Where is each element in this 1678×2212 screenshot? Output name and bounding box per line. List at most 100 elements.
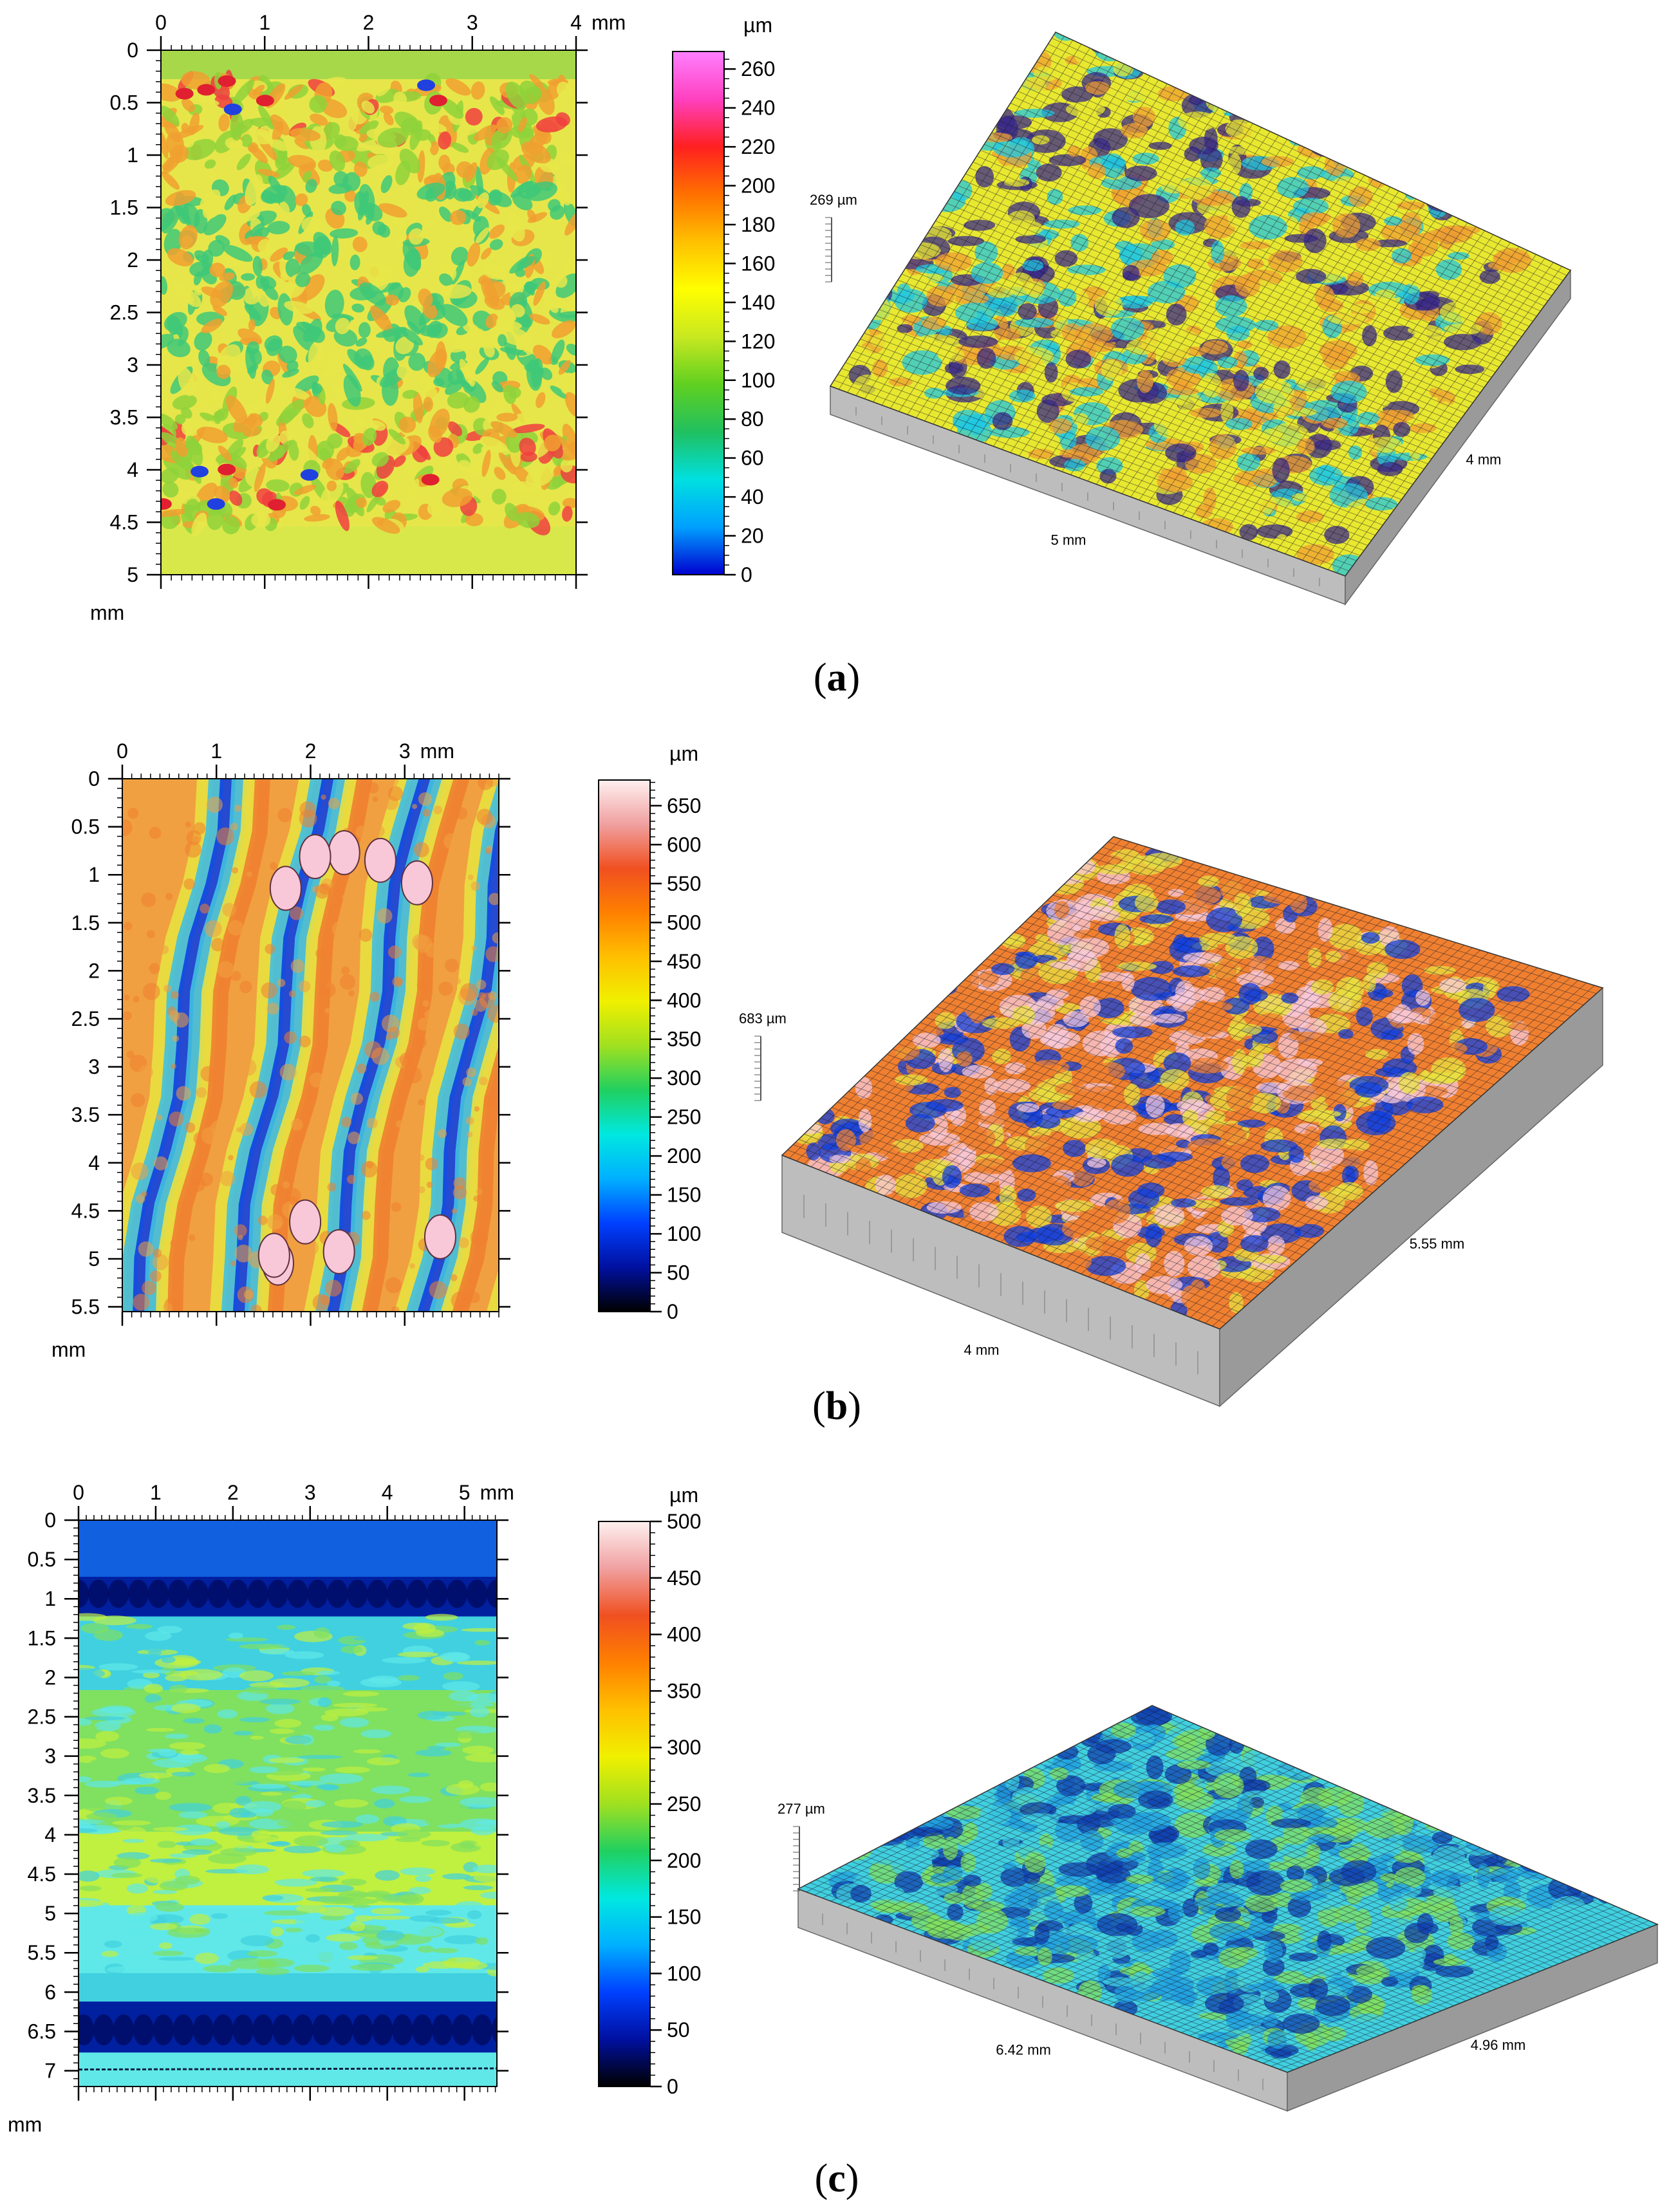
colorbar-tick-label: 220 (741, 135, 775, 158)
height-map-b: 0 1 2 3 mm 0 0.5 1 1.5 2 2.5 3 3.5 4 4.5 5 5.5 mm (51, 739, 510, 1361)
x-axis: 0 1 2 3 4 mm (155, 11, 626, 589)
surface-3d-b: 683 µm 4 mm 5.55 mm (739, 836, 1604, 1408)
x-axis-unit: mm (480, 1481, 514, 1504)
colorbar-tick-label: 600 (667, 833, 701, 856)
colorbar-tick-label: 450 (667, 1566, 701, 1590)
y-tick-label: 4 (127, 458, 138, 481)
colorbar-tick-label: 50 (667, 1261, 690, 1285)
x-tick-label: 2 (227, 1481, 239, 1504)
colorbar-tick-label: 250 (667, 1792, 701, 1816)
y-axis-unit: mm (8, 2113, 42, 2136)
colorbar-tick-label: 300 (667, 1066, 701, 1090)
y-axis-unit: mm (90, 601, 124, 624)
y-tick-label: 7 (44, 2059, 56, 2083)
x-tick-label: 4 (570, 11, 582, 34)
surface-height-label: 683 µm (739, 1010, 787, 1027)
colorbar-tick-label: 350 (667, 1679, 701, 1702)
y-tick-label: 2 (88, 959, 100, 982)
colorbar-tick-label: 550 (667, 872, 701, 895)
surface-3d-a: 269 µm 5 mm 4 mm (810, 32, 1572, 606)
colorbar-tick-label: 20 (741, 525, 764, 548)
colorbar-tick-label: 250 (667, 1106, 701, 1129)
y-tick-label: 3 (88, 1055, 100, 1079)
colorbar-tick-label: 120 (741, 330, 775, 353)
x-tick-label: 0 (73, 1481, 84, 1504)
y-axis: 0 0.5 1 1.5 2 2.5 3 3.5 4 4.5 5 5.5 mm (51, 767, 510, 1361)
y-tick-label: 1 (88, 863, 100, 886)
y-tick-label: 3.5 (110, 406, 138, 429)
y-tick-label: 0 (44, 1509, 56, 1532)
colorbar-tick-label: 500 (667, 1510, 701, 1533)
colorbar-tick-label: 40 (741, 485, 764, 508)
y-tick-label: 3 (44, 1745, 56, 1768)
x-axis-unit: mm (420, 739, 454, 763)
x-tick-label: 3 (467, 11, 478, 34)
y-tick-label: 5.5 (71, 1296, 100, 1319)
x-tick-label: 4 (382, 1481, 393, 1504)
colorbar-unit: µm (669, 1483, 698, 1507)
y-tick-label: 5.5 (28, 1941, 56, 1964)
x-tick-label: 3 (304, 1481, 316, 1504)
surface-3d-c: 277 µm 6.42 mm 4.96 mm (778, 1705, 1659, 2112)
colorbar-tick-label: 140 (741, 291, 775, 314)
colorbar-tick-label: 300 (667, 1736, 701, 1759)
colorbar-tick-label: 100 (667, 1962, 701, 1985)
y-axis-unit: mm (51, 1338, 86, 1361)
colorbar-tick-label: 0 (741, 563, 752, 586)
colorbar-tick-label: 150 (667, 1184, 701, 1207)
y-tick-label: 0.5 (71, 815, 100, 839)
colorbar-b: µm65060055050045040035030025020015010050… (598, 742, 701, 1323)
x-tick-label: 2 (305, 739, 317, 763)
colorbar-tick-label: 80 (741, 407, 764, 431)
colorbar-tick-label: 0 (667, 2075, 678, 2098)
colorbar-tick-label: 200 (741, 174, 775, 198)
colorbar-tick-label: 400 (667, 989, 701, 1012)
x-tick-label: 3 (399, 739, 411, 763)
colorbar-tick-label: 150 (667, 1906, 701, 1929)
surface-width-label: 4 mm (1466, 452, 1502, 468)
y-tick-label: 6.5 (28, 2020, 56, 2043)
x-axis: 0 1 2 3 mm (117, 739, 499, 1326)
colorbar-unit: µm (743, 14, 772, 37)
colorbar-tick-label: 500 (667, 911, 701, 934)
panel-label-a: (a) (813, 656, 861, 700)
surface-top-outline (797, 1705, 1659, 2073)
y-tick-label: 3 (127, 353, 138, 376)
colorbar-gradient (672, 51, 725, 575)
y-tick-label: 0 (127, 39, 138, 62)
colorbar-gradient (598, 779, 651, 1312)
y-tick-label: 6 (44, 1980, 56, 2003)
x-tick-label: 0 (117, 739, 128, 763)
surface-height-label: 269 µm (810, 192, 857, 208)
y-tick-label: 0 (88, 767, 100, 790)
y-tick-label: 2 (44, 1666, 56, 1689)
y-tick-label: 1.5 (28, 1626, 56, 1650)
y-tick-label: 5 (44, 1902, 56, 1925)
colorbar-tick-label: 200 (667, 1144, 701, 1167)
colorbar-gradient (598, 1521, 651, 2087)
colorbar-tick-label: 160 (741, 252, 775, 275)
colorbar-tick-label: 350 (667, 1028, 701, 1051)
colorbar-tick-label: 400 (667, 1623, 701, 1646)
colorbar-tick-label: 60 (741, 447, 764, 470)
colorbar-tick-label: 650 (667, 794, 701, 817)
colorbar-tick-label: 260 (741, 57, 775, 80)
x-axis: 0 1 2 3 4 5 mm (73, 1481, 514, 2101)
colorbar-tick-label: 200 (667, 1849, 701, 1872)
surface-width-label: 5.55 mm (1410, 1236, 1465, 1252)
y-tick-label: 3.5 (28, 1784, 56, 1807)
surface-width-label: 4.96 mm (1471, 2037, 1526, 2053)
surface-top-outline (829, 32, 1572, 577)
colorbar-tick-label: 240 (741, 97, 775, 120)
y-tick-label: 4 (44, 1823, 56, 1846)
y-axis: 0 0.5 1 1.5 2 2.5 3 3.5 4 4.5 5mm (90, 39, 588, 624)
y-tick-label: 5 (127, 563, 138, 586)
surface-height-label: 277 µm (778, 1801, 825, 1817)
x-tick-label: 1 (259, 11, 270, 34)
x-tick-label: 2 (363, 11, 375, 34)
colorbar-tick-label: 100 (667, 1222, 701, 1245)
y-tick-label: 0.5 (28, 1548, 56, 1571)
y-tick-label: 2 (127, 248, 138, 272)
